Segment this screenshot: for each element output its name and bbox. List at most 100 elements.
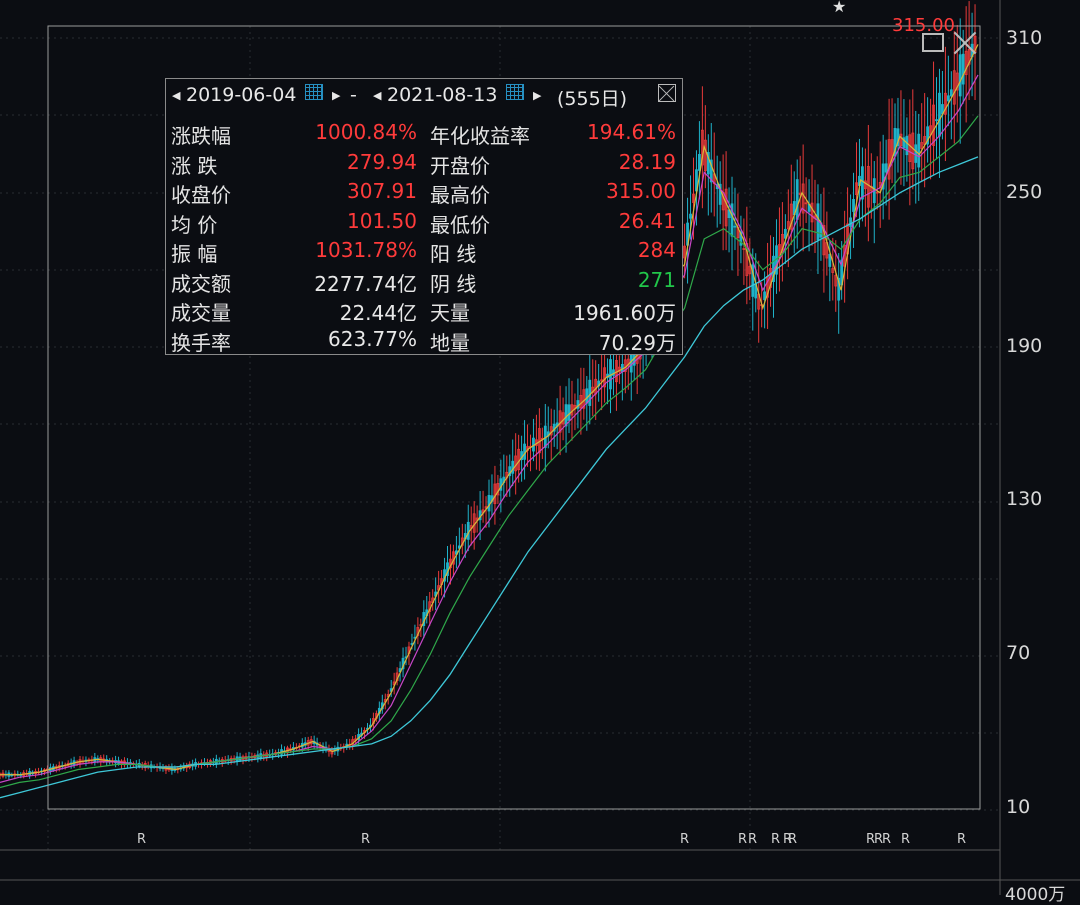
candle-body: [852, 199, 855, 212]
candle-body: [689, 213, 692, 219]
candle-body: [588, 379, 592, 406]
candle-body: [564, 404, 568, 427]
candle-body: [810, 202, 814, 223]
candle-body: [902, 137, 906, 149]
r-marker: R: [680, 832, 690, 847]
stat-label: 换手率: [171, 330, 231, 355]
stat-row: 振 幅 1031.78% 阳 线 284: [166, 238, 682, 267]
stat-label: 成交量: [171, 301, 231, 325]
calendar-icon[interactable]: [506, 84, 524, 100]
candle-body: [795, 179, 799, 220]
volume-axis-label: 4000万: [1005, 885, 1066, 905]
stat-value: 623.77%: [328, 326, 417, 351]
prev-start-icon[interactable]: ◀: [172, 89, 181, 102]
candle-body: [905, 135, 909, 156]
y-tick-label: 190: [1006, 334, 1043, 357]
next-end-icon[interactable]: ▶: [533, 89, 542, 102]
r-marker: R: [783, 832, 793, 847]
interval-stats-panel[interactable]: ◀ 2019-06-04 ▶ - ◀ 2021-08-13 ▶ (555日) 涨…: [165, 78, 683, 355]
stat-value: 1000.84%: [315, 120, 417, 144]
candle-body: [623, 359, 627, 373]
ma-line-3: [0, 156, 979, 799]
r-marker: R: [748, 832, 758, 847]
r-marker: R: [957, 832, 967, 847]
end-date[interactable]: 2021-08-13: [387, 84, 498, 106]
stat-value: 22.44亿: [339, 301, 417, 325]
stat-value: 279.94: [347, 149, 417, 174]
window-icon[interactable]: [922, 33, 944, 52]
candle-body: [730, 203, 734, 237]
candle-body: [567, 404, 571, 421]
candle-body: [585, 388, 589, 404]
candle-body: [834, 274, 838, 287]
stat-value: 2277.74亿: [314, 271, 417, 296]
candle-body: [875, 191, 879, 194]
candle-body: [748, 265, 752, 275]
candle-body: [523, 443, 526, 460]
candle-body: [706, 152, 710, 175]
stat-label: 振 幅: [171, 242, 218, 266]
candle-body: [952, 70, 956, 105]
stat-label: 地量: [430, 330, 470, 355]
stat-label: 阳 线: [430, 242, 477, 266]
stat-row: 涨 跌 279.94 开盘价 28.19: [166, 150, 682, 179]
r-marker: R: [874, 832, 884, 847]
candle-body: [709, 159, 713, 183]
stat-label: 涨跌幅: [171, 124, 231, 148]
candle-body: [935, 119, 938, 122]
candle-body: [946, 95, 950, 102]
candle-body: [700, 129, 704, 166]
high-price-label: 315.00: [892, 15, 955, 36]
stat-value: 101.50: [347, 208, 417, 233]
candle-body: [683, 245, 686, 259]
candle-body: [863, 180, 867, 190]
candle-body: [932, 104, 935, 146]
next-start-icon[interactable]: ▶: [332, 89, 341, 102]
stat-value: 284: [637, 238, 676, 262]
stat-value: 1961.60万: [573, 301, 676, 325]
candle-body: [783, 228, 787, 239]
candle-body: [855, 182, 858, 196]
star-icon[interactable]: ★: [832, 0, 847, 16]
stat-value: 26.41: [618, 208, 676, 233]
candle-body: [511, 460, 515, 474]
stat-row: 成交额 2277.74亿阴 线 271: [166, 268, 682, 297]
moving-average-lines: [0, 44, 979, 799]
plot-border: [47, 25, 981, 810]
candle-body: [804, 202, 808, 205]
stat-label: 成交额: [171, 271, 231, 296]
candle-body: [887, 139, 891, 180]
close-icon[interactable]: [952, 30, 978, 56]
candle-body: [822, 225, 826, 256]
stat-row: 涨跌幅 1000.84% 年化收益率 194.61%: [166, 120, 682, 149]
candle-body: [961, 53, 965, 85]
candle-body: [626, 358, 630, 367]
r-marker: R: [137, 832, 147, 847]
candle-body: [926, 126, 930, 145]
candle-body: [801, 183, 805, 214]
candle-body: [786, 221, 790, 230]
prev-end-icon[interactable]: ◀: [373, 89, 382, 102]
candle-body: [739, 231, 743, 246]
candle-body: [718, 183, 722, 205]
candle-body: [831, 268, 835, 273]
stat-row: 收盘价 307.91 最高价 315.00: [166, 179, 682, 208]
candle-body: [958, 54, 962, 97]
stat-value: 70.29万: [598, 330, 676, 355]
start-date[interactable]: 2019-06-04: [186, 84, 297, 106]
candle-body: [837, 277, 841, 301]
stat-value: 1031.78%: [315, 238, 417, 262]
candle-body: [692, 193, 695, 203]
candle-body: [955, 72, 959, 91]
y-tick-label: 310: [1006, 27, 1043, 49]
stat-row: 换手率 623.77% 地量 70.29万: [166, 327, 682, 356]
r-marker: R: [866, 832, 876, 847]
candle-body: [600, 379, 604, 382]
close-icon[interactable]: [658, 84, 676, 102]
calendar-icon[interactable]: [305, 84, 323, 100]
day-count: (555日): [557, 88, 628, 110]
candle-body: [899, 133, 903, 147]
candle-body: [751, 264, 755, 297]
